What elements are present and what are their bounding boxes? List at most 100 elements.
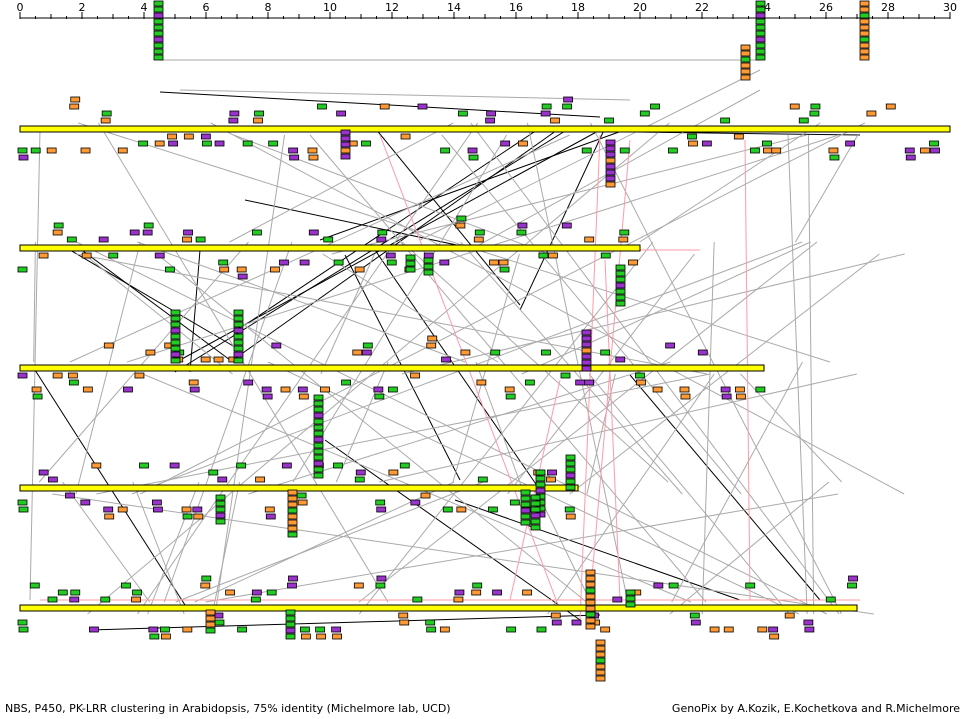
gene-marker xyxy=(375,582,386,589)
gene-marker xyxy=(354,266,365,273)
gene-marker xyxy=(653,582,664,589)
homology-link xyxy=(807,134,815,615)
gene-marker xyxy=(476,379,487,386)
gene-marker xyxy=(740,44,751,51)
gene-marker xyxy=(38,469,49,476)
gene-marker xyxy=(720,386,731,393)
gene-marker xyxy=(595,645,606,652)
gene-marker xyxy=(755,48,766,55)
gene-marker xyxy=(214,619,225,626)
gene-marker xyxy=(755,6,766,13)
gene-marker xyxy=(410,499,421,506)
gene-marker xyxy=(520,501,531,508)
gene-marker xyxy=(189,386,200,393)
gene-marker xyxy=(165,266,175,273)
gene-marker xyxy=(859,18,870,25)
gene-marker xyxy=(472,582,483,589)
gene-marker xyxy=(103,342,114,349)
gene-marker xyxy=(151,499,162,506)
figure-caption: NBS, P450, PK-LRR clustering in Arabidop… xyxy=(5,702,451,715)
axis-tick-label: 2 xyxy=(79,1,86,14)
gene-marker xyxy=(117,506,128,513)
gene-marker xyxy=(153,54,164,61)
gene-marker xyxy=(228,117,239,124)
gene-marker xyxy=(70,589,81,596)
gene-marker xyxy=(565,478,576,485)
gene-marker xyxy=(253,117,263,124)
gene-marker xyxy=(600,349,611,356)
gene-marker xyxy=(255,476,266,483)
gene-marker xyxy=(740,56,751,63)
gene-marker xyxy=(361,140,371,147)
gene-marker xyxy=(804,626,815,633)
homology-link xyxy=(569,253,880,495)
gene-marker xyxy=(89,626,99,633)
homology-link xyxy=(292,134,508,483)
gene-marker xyxy=(535,469,546,476)
gene-marker xyxy=(288,575,298,582)
gene-marker xyxy=(530,500,541,507)
gene-marker xyxy=(233,357,244,364)
gene-marker xyxy=(182,626,193,633)
gene-marker xyxy=(399,462,410,469)
gene-marker xyxy=(251,589,262,596)
homology-link xyxy=(139,122,866,495)
gene-marker xyxy=(399,619,410,626)
gene-marker xyxy=(17,499,28,506)
gene-marker xyxy=(65,492,75,499)
chromosome-bar xyxy=(19,364,765,372)
gene-marker xyxy=(215,512,226,519)
gene-marker xyxy=(313,460,324,467)
gene-marker xyxy=(29,582,40,589)
gene-marker xyxy=(307,147,318,154)
gene-marker xyxy=(667,147,678,154)
gene-marker xyxy=(535,475,546,482)
axis-tick-label: 30 xyxy=(943,1,957,14)
gene-marker xyxy=(405,254,416,261)
gene-marker xyxy=(205,621,216,628)
gene-marker xyxy=(755,386,766,393)
homology-link xyxy=(147,481,200,615)
gene-marker xyxy=(460,349,471,356)
homology-link xyxy=(604,259,621,601)
gene-marker xyxy=(313,472,324,479)
gene-marker xyxy=(474,229,485,236)
homology-link xyxy=(358,241,654,615)
gene-marker xyxy=(595,663,606,670)
homology-link xyxy=(379,134,561,611)
gene-marker xyxy=(385,252,396,259)
homology-link xyxy=(331,134,807,255)
gene-marker xyxy=(17,266,28,273)
gene-marker xyxy=(499,266,510,273)
gene-marker xyxy=(289,154,300,161)
gene-marker xyxy=(354,476,365,483)
gene-marker xyxy=(170,333,181,340)
gene-marker xyxy=(270,266,280,273)
homology-link xyxy=(701,241,715,615)
gene-marker xyxy=(132,589,142,596)
gene-marker xyxy=(123,386,133,393)
gene-marker xyxy=(755,54,766,61)
homology-link xyxy=(74,244,231,361)
gene-marker xyxy=(18,506,29,513)
gene-marker xyxy=(170,315,181,322)
gene-marker xyxy=(264,506,275,513)
gene-marker xyxy=(866,110,877,117)
gene-marker xyxy=(233,339,244,346)
gene-marker xyxy=(218,259,229,266)
gene-marker xyxy=(412,596,423,603)
gene-marker xyxy=(379,103,390,110)
gene-marker xyxy=(848,575,858,582)
gene-marker xyxy=(153,30,164,37)
gene-marker xyxy=(297,499,308,506)
gene-marker xyxy=(313,394,324,401)
gene-marker xyxy=(153,36,164,43)
chromosome-bar xyxy=(19,604,858,612)
gene-marker xyxy=(208,469,219,476)
gene-marker xyxy=(57,589,68,596)
gene-marker xyxy=(755,24,766,31)
gene-marker xyxy=(595,639,606,646)
gene-marker xyxy=(299,626,310,633)
gene-marker xyxy=(387,386,398,393)
gene-marker xyxy=(885,103,896,110)
